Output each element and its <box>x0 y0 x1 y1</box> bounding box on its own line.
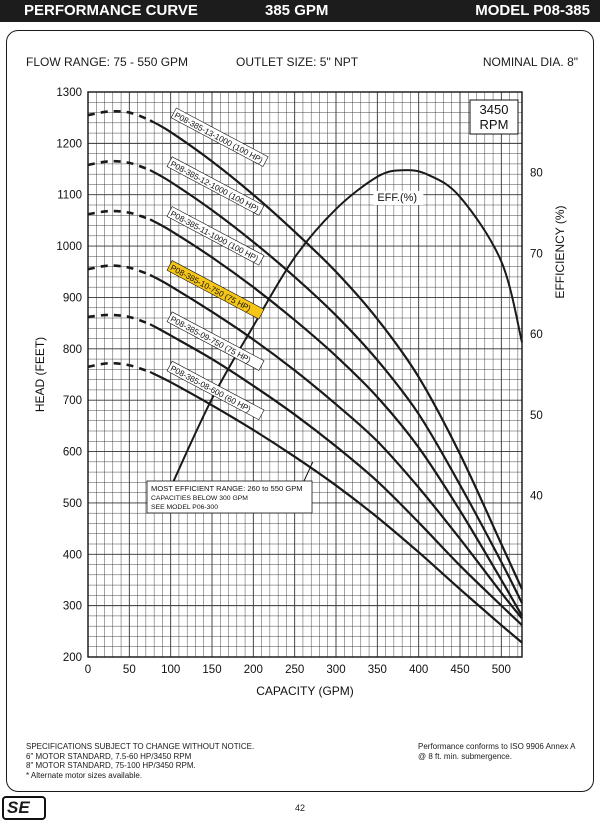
curve-label-box <box>166 311 265 371</box>
head-curve-dashed <box>87 361 151 374</box>
x-tick-label: 150 <box>202 664 221 676</box>
y-tick-label: 1300 <box>56 87 82 99</box>
x-tick-label: 450 <box>450 664 469 676</box>
flow-range: FLOW RANGE: 75 - 550 GPM <box>26 55 189 69</box>
x-tick-label: 500 <box>492 664 511 676</box>
iso-note: Performance conforms to ISO 9906 Annex A… <box>418 742 575 761</box>
curve-label: P08-385-10-750 (75 HP) <box>166 260 265 320</box>
head-curve <box>149 169 523 604</box>
annotation-pointer <box>303 461 314 482</box>
y-tick-label: 1000 <box>56 241 82 253</box>
x-tick-label: 200 <box>244 664 263 676</box>
annotation-line-2: CAPACITIES BELOW 300 GPM <box>151 495 248 502</box>
title-model: MODEL P08-385 <box>475 2 590 19</box>
rpm-unit: RPM <box>480 117 509 132</box>
x-tick-label: 350 <box>368 664 387 676</box>
outlet-size: OUTLET SIZE: 5" NPT <box>236 55 359 69</box>
head-curve-dashed <box>87 159 151 172</box>
head-curve <box>149 218 523 617</box>
y-tick-label: 900 <box>63 292 82 304</box>
y-right-tick-label: 70 <box>530 248 543 260</box>
curve-label-text: P08-385-10-750 (75 HP) <box>169 263 253 313</box>
curve-label-box <box>166 360 265 421</box>
head-curve <box>149 273 523 620</box>
head-curve-dashed <box>87 109 151 122</box>
rpm-value: 3450 <box>480 102 509 117</box>
y-right-axis-label: EFFICIENCY (%) <box>553 205 567 298</box>
efficiency-label: EFF.(%) <box>377 192 417 204</box>
x-tick-label: 0 <box>85 664 91 676</box>
y-tick-label: 1100 <box>57 190 82 202</box>
blank-box <box>266 733 386 747</box>
head-curve-dashed <box>87 313 151 326</box>
y-tick-label: 400 <box>63 549 82 561</box>
head-curve <box>149 119 524 590</box>
y-tick-label: 700 <box>63 395 82 407</box>
curve-label-box <box>166 206 265 266</box>
head-curve <box>149 370 523 644</box>
x-tick-label: 400 <box>409 664 428 676</box>
y-tick-label: 600 <box>63 447 82 459</box>
y-right-tick-label: 80 <box>530 168 543 180</box>
plot-border <box>87 91 523 658</box>
curve-label-box <box>166 156 265 216</box>
annotation-box <box>146 480 313 514</box>
footer-line-3: 8" MOTOR STANDARD, 75-100 HP/3450 RPM. <box>26 761 196 770</box>
head-curve-dashed <box>87 264 151 277</box>
x-tick-label: 250 <box>285 664 304 676</box>
curve-label-box <box>170 107 269 167</box>
y-tick-label: 1200 <box>56 138 82 150</box>
title-left: PERFORMANCE CURVE <box>24 2 198 19</box>
annotation-line-3: SEE MODEL P06-300 <box>151 504 218 511</box>
iso-line-2: @ 8 ft. min. submergence. <box>418 751 512 761</box>
title-bar: PERFORMANCE CURVE 385 GPM MODEL P08-385 <box>0 0 600 22</box>
iso-line-1: Performance conforms to ISO 9906 Annex A <box>418 742 576 751</box>
curve-label-text: P08-385-12-1000 (100 HP) <box>169 159 261 213</box>
footer-line-1: SPECIFICATIONS SUBJECT TO CHANGE WITHOUT… <box>26 742 255 751</box>
y-tick-label: 500 <box>63 498 82 510</box>
rpm-box <box>469 99 519 135</box>
y-tick-label: 800 <box>63 344 82 356</box>
head-curve <box>149 323 523 626</box>
efficiency-curve <box>169 169 523 488</box>
title-center: 385 GPM <box>265 2 329 19</box>
y-right-tick-label: 60 <box>530 329 543 341</box>
footer-line-2: 6" MOTOR STANDARD, 7.5-60 HP/3450 RPM <box>26 751 192 761</box>
efficiency-label-bg <box>373 190 424 205</box>
y-right-tick-label: 40 <box>530 491 543 503</box>
y-tick-label: 300 <box>63 601 82 613</box>
footer-notes: SPECIFICATIONS SUBJECT TO CHANGE WITHOUT… <box>26 742 254 780</box>
brand-logo: SE <box>2 796 46 820</box>
nominal-dia: NOMINAL DIA. 8" <box>482 55 578 69</box>
x-tick-label: 50 <box>123 664 136 676</box>
annotation-line-1: MOST EFFICIENT RANGE: 260 to 550 GPM <box>151 484 303 493</box>
y-right-tick-label: 50 <box>530 410 543 422</box>
curve-label: P08-385-12-1000 (100 HP) <box>166 156 265 216</box>
head-curve-dashed <box>87 209 151 221</box>
curve-label: P08-385-08-600 (60 HP) <box>166 360 265 421</box>
page-number: 42 <box>294 803 305 813</box>
y-tick-label: 200 <box>63 652 82 664</box>
curve-label-box <box>166 260 265 320</box>
x-axis-label: CAPACITY (GPM) <box>256 684 354 698</box>
footer-line-4: * Alternate motor sizes available. <box>26 770 143 780</box>
page-frame <box>6 30 594 792</box>
curve-label-text: P08-385-13-1000 (100 HP) <box>173 111 265 165</box>
x-tick-label: 100 <box>161 664 180 676</box>
y-axis-label: HEAD (FEET) <box>33 337 47 412</box>
x-tick-label: 300 <box>326 664 345 676</box>
